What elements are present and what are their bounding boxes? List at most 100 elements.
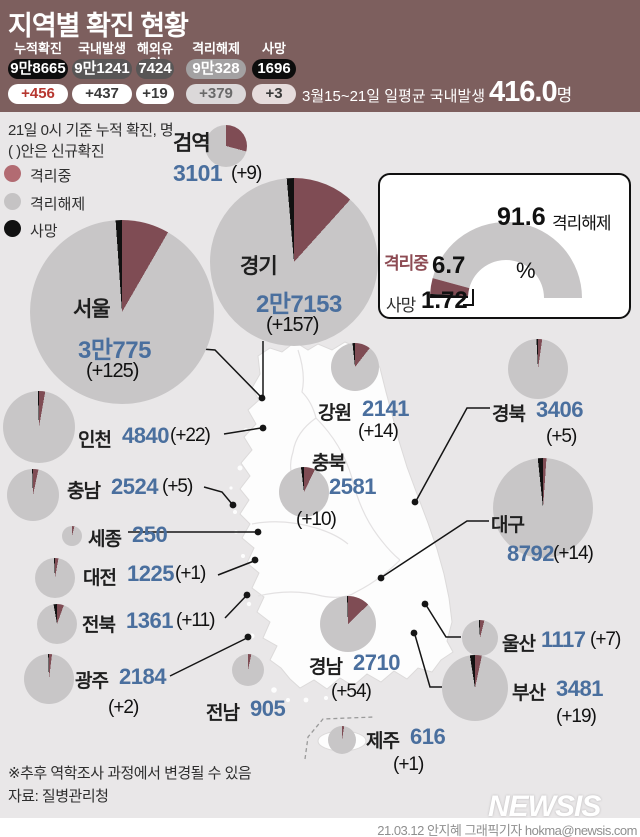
gauge-unit: % [516, 258, 536, 283]
stat-delta-2: +19 [136, 84, 174, 104]
legend-label-1: 격리해제 [30, 195, 86, 213]
region-name-chungnam: 충남 [67, 481, 101, 502]
legend-label-0: 격리중 [30, 168, 72, 185]
region-delta-gyeongbuk: (+5) [546, 426, 577, 447]
stat-label-1: 국내발생 [78, 41, 126, 56]
stat-label-0: 누적확진 [14, 41, 62, 56]
status-gauge [430, 222, 582, 306]
stat-label-3: 격리해제 [192, 41, 240, 56]
basis-note-line2: ( )안은 신규확진 [8, 143, 105, 160]
region-value-gangwon: 2141 [362, 396, 409, 421]
region-name-ulsan: 울산 [502, 634, 536, 655]
region-pie-jeonnam [232, 654, 264, 686]
region-value-chungnam: 2524 [111, 474, 158, 499]
region-delta-incheon: (+22) [170, 425, 211, 446]
region-pie-busan [442, 655, 508, 721]
stat-delta-0: +456 [8, 84, 68, 104]
stat-label-2: 해외유입 [137, 41, 173, 71]
stat-label-4: 사망 [262, 41, 286, 56]
region-pie-jeonbuk [37, 604, 77, 644]
footer-disclaimer: ※추후 역학조사 과정에서 변경될 수 있음 [8, 765, 252, 782]
region-value-sejong: 250 [132, 522, 168, 547]
region-delta-jeju: (+1) [393, 754, 424, 775]
stat-delta-1: +437 [72, 84, 132, 104]
death-callout-line [463, 289, 474, 306]
daily-average-value: 416.0 [489, 76, 558, 108]
region-delta-gyeonggi: (+157) [266, 314, 319, 336]
gauge-released-segment [432, 222, 582, 298]
leader-lines [128, 341, 490, 688]
daily-average-unit: 명 [556, 86, 573, 105]
region-delta-gwangju: (+2) [108, 697, 139, 718]
stat-value-2: 7424 [136, 59, 174, 79]
korea-landmass [239, 341, 454, 690]
region-value-ulsan: 1117 [541, 627, 586, 652]
credit-line: 21.03.12 안지혜 그래픽기자 hokma@newsis.com [377, 823, 637, 837]
region-value-busan: 3481 [556, 676, 603, 701]
region-pie-ulsan [462, 620, 498, 656]
region-pie-gangwon [331, 343, 379, 391]
region-delta-gangwon: (+14) [358, 421, 399, 442]
region-delta-ulsan: (+7) [590, 629, 621, 650]
gauge-death-value: 1.72 [421, 287, 468, 314]
stat-value-0: 9만8665 [8, 59, 68, 79]
region-value-gwangju: 2184 [119, 664, 166, 689]
region-pie-gyeonggi [210, 178, 378, 346]
region-name-daejeon: 대전 [83, 568, 117, 589]
jeju-inset-dashed-line [304, 716, 375, 760]
region-name-jeju: 제주 [366, 731, 400, 752]
gauge-death-label: 사망 [386, 296, 416, 315]
header-band: 지역별 확진 현황 누적확진 9만8665 +456 국내발생 9만1241 +437 해외… [0, 0, 640, 112]
region-delta-jeonbuk: (+11) [176, 610, 215, 631]
region-value-gyeongnam: 2710 [353, 650, 400, 675]
region-delta-busan: (+19) [556, 706, 597, 727]
region-delta-daejeon: (+1) [175, 563, 206, 584]
region-value-incheon: 4840 [122, 423, 169, 448]
stat-value-1: 9만1241 [72, 59, 132, 79]
region-name-geomyeok: 검역 [173, 132, 211, 155]
region-name-gwangju: 광주 [75, 671, 109, 692]
region-pie-jeju [328, 726, 356, 754]
region-pie-daejeon [35, 558, 75, 598]
gauge-active-segment [430, 278, 470, 296]
gauge-released-value: 91.6 [497, 203, 546, 231]
leader-dots [229, 394, 429, 641]
region-pie-chungnam [7, 469, 59, 521]
region-value-gyeonggi: 2만7153 [256, 291, 342, 318]
region-delta-seoul: (+125) [86, 360, 139, 382]
basis-note-line1: 21일 0시 기준 누적 확진, 명 [8, 122, 174, 139]
gauge-active-label: 격리중 [384, 254, 429, 273]
daily-average: 3월15~21일 일평균 국내발생 416.0 명 [302, 76, 572, 109]
region-value-jeonbuk: 1361 [126, 608, 173, 633]
region-name-seoul: 서울 [73, 298, 111, 321]
region-delta-chungbuk: (+10) [296, 509, 337, 530]
legend-dot-2 [4, 220, 21, 237]
region-pie-gyeongnam [320, 596, 376, 652]
region-pie-sejong [62, 526, 82, 546]
footer-source: 자료: 질병관리청 [8, 788, 109, 805]
region-pie-geomyeok [205, 125, 247, 167]
stat-delta-4: +3 [252, 84, 296, 104]
region-name-busan: 부산 [512, 683, 546, 704]
region-pie-daegu [493, 458, 593, 558]
region-value-daejeon: 1225 [127, 561, 174, 586]
region-name-gangwon: 강원 [318, 403, 352, 424]
daily-average-label: 3월15~21일 일평균 국내발생 [302, 88, 486, 105]
region-value-geomyeok: 3101 [173, 160, 223, 186]
region-pie-chungbuk [279, 467, 329, 517]
region-delta-daegu: (+14) [553, 543, 594, 564]
stat-delta-3: +379 [186, 84, 246, 104]
region-value-jeonnam: 905 [250, 696, 286, 721]
page-title: 지역별 확진 현황 [8, 11, 189, 41]
credit-bar [0, 818, 640, 837]
gauge-released-label: 격리해제 [552, 214, 612, 233]
region-name-sejong: 세종 [88, 529, 122, 550]
region-value-seoul: 3만775 [78, 337, 151, 364]
region-delta-geomyeok: (+9) [231, 163, 262, 184]
region-pie-gyeongbuk [508, 339, 568, 399]
legend-dot-1 [4, 192, 21, 210]
newsis-logo: NEWSIS [488, 790, 601, 823]
region-name-gyeongbuk: 경북 [492, 404, 526, 425]
